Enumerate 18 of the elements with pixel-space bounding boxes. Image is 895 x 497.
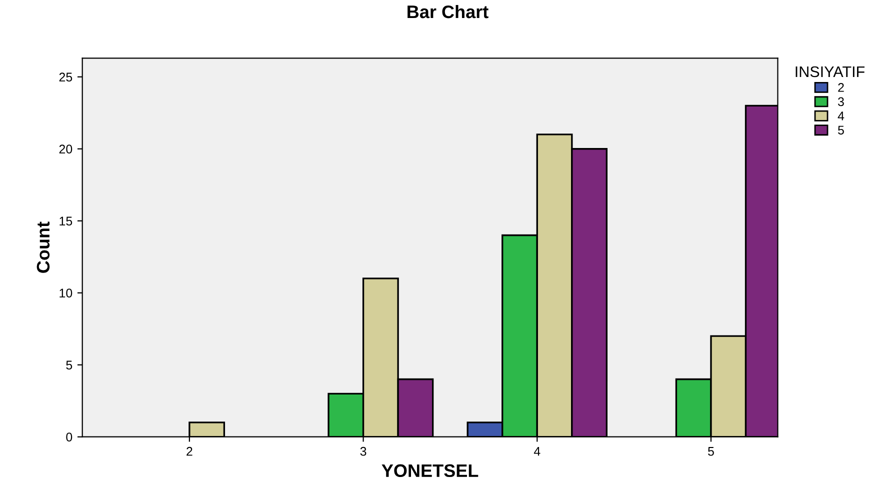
- y-tick-label: 20: [59, 144, 72, 154]
- legend-label: 5: [838, 126, 844, 135]
- x-tick-label: 3: [360, 446, 366, 456]
- y-tick-label: 5: [66, 360, 72, 370]
- chart-title: Bar Chart: [408, 4, 488, 18]
- y-tick-label: 15: [60, 216, 72, 226]
- x-tick-label: 2: [186, 446, 192, 456]
- y-tick-label: 10: [60, 288, 72, 298]
- y-tick-label: 25: [59, 72, 72, 82]
- y-axis-title: Count: [36, 222, 50, 273]
- legend-label: 4: [838, 112, 844, 120]
- legend-label: 3: [838, 97, 844, 106]
- legend-title: INSIYATIF: [796, 66, 865, 78]
- y-tick-label: 0: [66, 432, 72, 442]
- x-tick-label: 5: [708, 447, 714, 456]
- x-axis-title: YONETSEL: [382, 464, 478, 478]
- legend-label: 2: [838, 83, 844, 92]
- x-tick-label: 4: [534, 447, 540, 456]
